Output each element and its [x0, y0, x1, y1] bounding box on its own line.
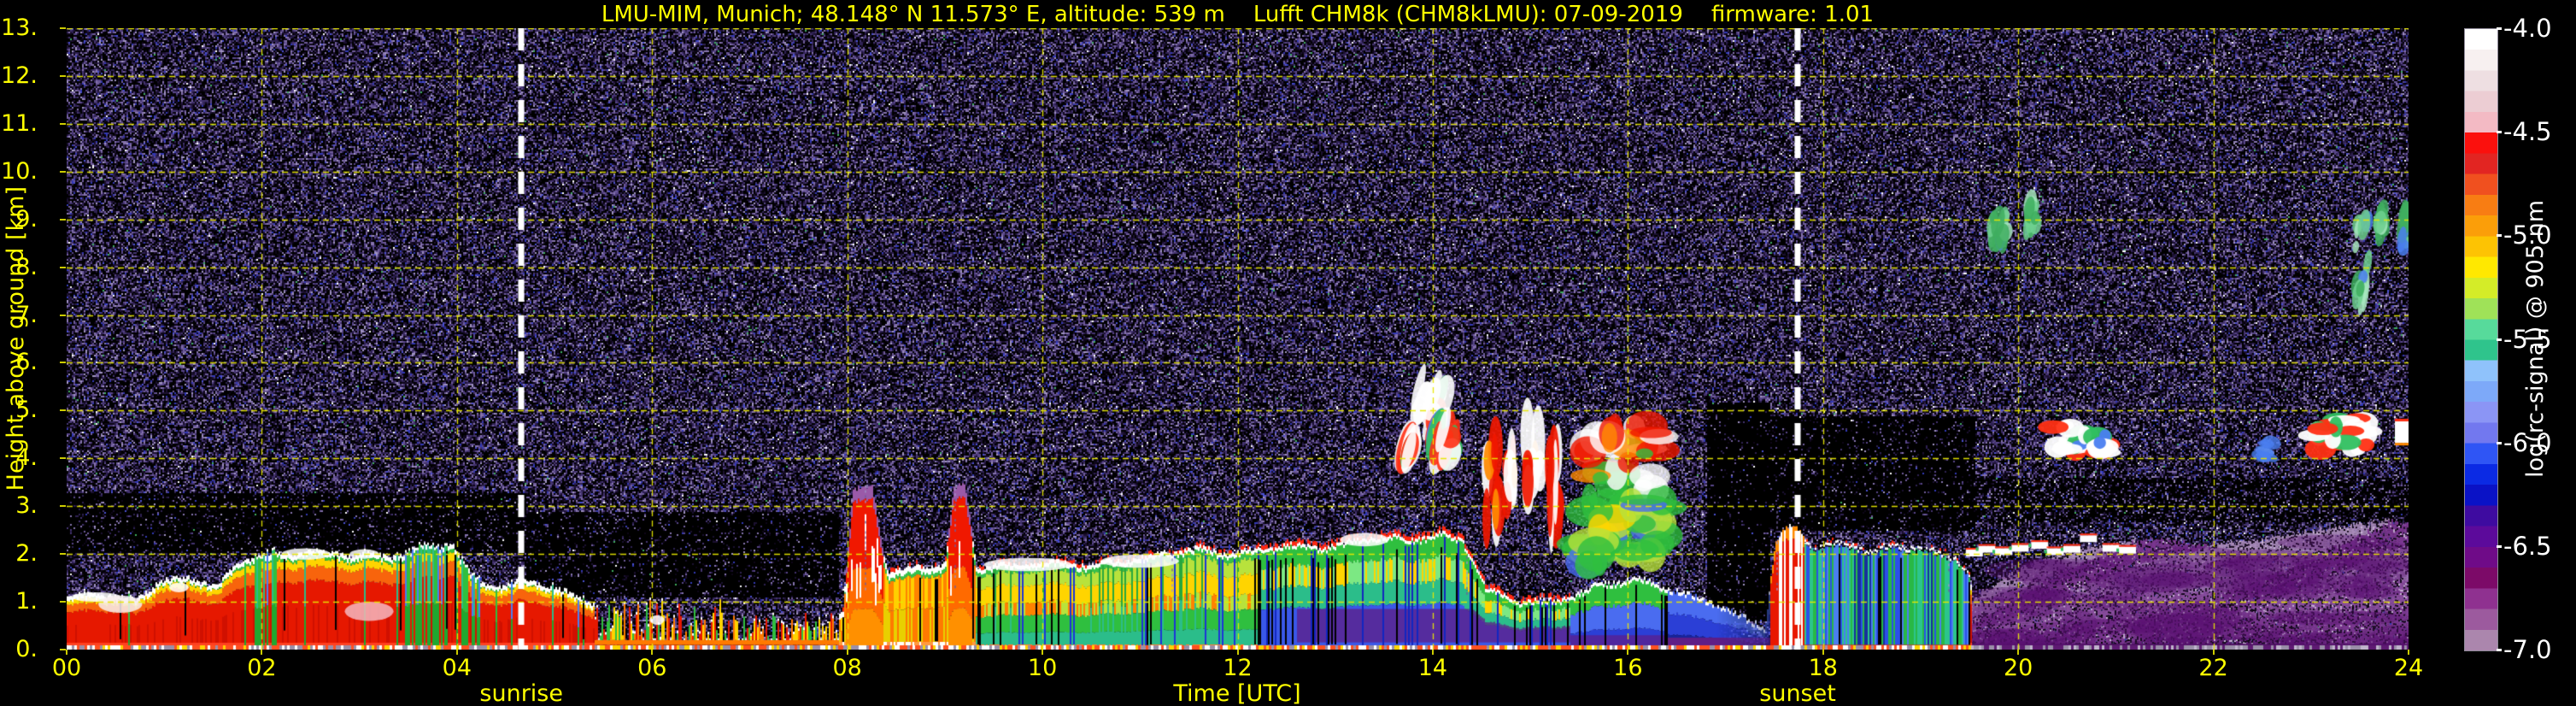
x-tick-label: 00 — [51, 655, 82, 681]
colorbar-tick-mark — [2497, 338, 2502, 341]
y-tick-label: 1. — [15, 588, 38, 615]
x-tick-label: 24 — [2393, 655, 2424, 681]
x-tick-label: 16 — [1613, 655, 1643, 681]
y-tick-label: 0. — [15, 636, 38, 662]
x-tick-mark — [651, 650, 654, 655]
y-tick-mark — [60, 74, 66, 77]
y-tick-mark — [60, 553, 66, 556]
y-tick-mark — [60, 409, 66, 412]
heatmap-canvas — [67, 28, 2409, 650]
y-tick-mark — [60, 218, 66, 221]
y-tick-label: 9. — [15, 205, 38, 232]
colorbar-tick-label: -5.0 — [2503, 221, 2552, 250]
colorbar-tick-mark — [2497, 234, 2502, 238]
y-tick-mark — [60, 649, 66, 650]
y-tick-label: 7. — [15, 301, 38, 328]
x-tick-mark — [2212, 650, 2215, 655]
colorbar-tick-label: -5.5 — [2503, 324, 2552, 354]
plot-title: LMU-MIM, Munich; 48.148° N 11.573° E, al… — [601, 2, 1875, 27]
x-axis-label: Time [UTC] — [1173, 680, 1301, 706]
x-tick-label: 14 — [1417, 655, 1448, 681]
y-tick-mark — [60, 27, 66, 29]
x-tick-mark — [1431, 650, 1434, 655]
y-tick-label: 13. — [1, 15, 38, 41]
y-tick-label: 2. — [15, 540, 38, 568]
x-tick-mark — [2408, 650, 2409, 655]
y-tick-mark — [60, 601, 66, 603]
colorbar-tick-label: -7.0 — [2503, 635, 2552, 664]
x-tick-mark — [1822, 650, 1824, 655]
x-tick-mark — [66, 650, 67, 655]
y-tick-mark — [60, 457, 66, 460]
x-tick-label: 02 — [247, 655, 277, 681]
x-tick-label: 18 — [1808, 655, 1838, 681]
y-tick-label: 11. — [1, 109, 38, 137]
x-tick-mark — [846, 650, 848, 655]
y-tick-label: 12. — [1, 62, 38, 89]
colorbar-tick-mark — [2497, 441, 2502, 444]
colorbar-tick-mark — [2497, 544, 2502, 548]
colorbar-tick-mark — [2497, 649, 2502, 651]
y-tick-mark — [60, 505, 66, 508]
y-tick-label: 5. — [15, 397, 38, 424]
colorbar — [2464, 28, 2498, 651]
x-tick-label: 04 — [442, 655, 472, 681]
colorbar-tick-mark — [2497, 27, 2502, 30]
colorbar-tick-label: -6.5 — [2503, 531, 2552, 561]
x-tick-label: 10 — [1027, 655, 1058, 681]
x-tick-mark — [1627, 650, 1629, 655]
y-tick-label: 4. — [15, 444, 38, 472]
x-tick-label: 20 — [2003, 655, 2033, 681]
y-tick-mark — [60, 122, 66, 125]
y-tick-label: 8. — [15, 253, 38, 280]
x-tick-mark — [1236, 650, 1239, 655]
x-tick-mark — [455, 650, 458, 655]
y-tick-mark — [60, 266, 66, 268]
x-tick-mark — [1042, 650, 1044, 655]
y-tick-label: 3. — [15, 492, 38, 520]
x-tick-label: 12 — [1223, 655, 1253, 681]
y-tick-mark — [60, 362, 66, 364]
x-tick-label: 08 — [832, 655, 862, 681]
colorbar-tick-label: -4.5 — [2503, 117, 2552, 147]
y-tick-mark — [60, 314, 66, 316]
x-tick-label: 22 — [2198, 655, 2228, 681]
x-tick-mark — [261, 650, 263, 655]
colorbar-tick-mark — [2497, 131, 2502, 134]
sunrise-label: sunrise — [479, 680, 563, 706]
colorbar-tick-label: -6.0 — [2503, 427, 2552, 457]
y-tick-label: 10. — [1, 157, 38, 185]
colorbar-tick-label: -4.0 — [2503, 14, 2552, 43]
y-tick-label: 6. — [15, 349, 38, 376]
x-tick-mark — [2017, 650, 2020, 655]
colorbar-axis-label: log(rc-signal) @ 905 nm — [2521, 200, 2549, 478]
x-tick-label: 06 — [637, 655, 667, 681]
y-tick-mark — [60, 170, 66, 173]
sunset-label: sunset — [1759, 680, 1836, 706]
